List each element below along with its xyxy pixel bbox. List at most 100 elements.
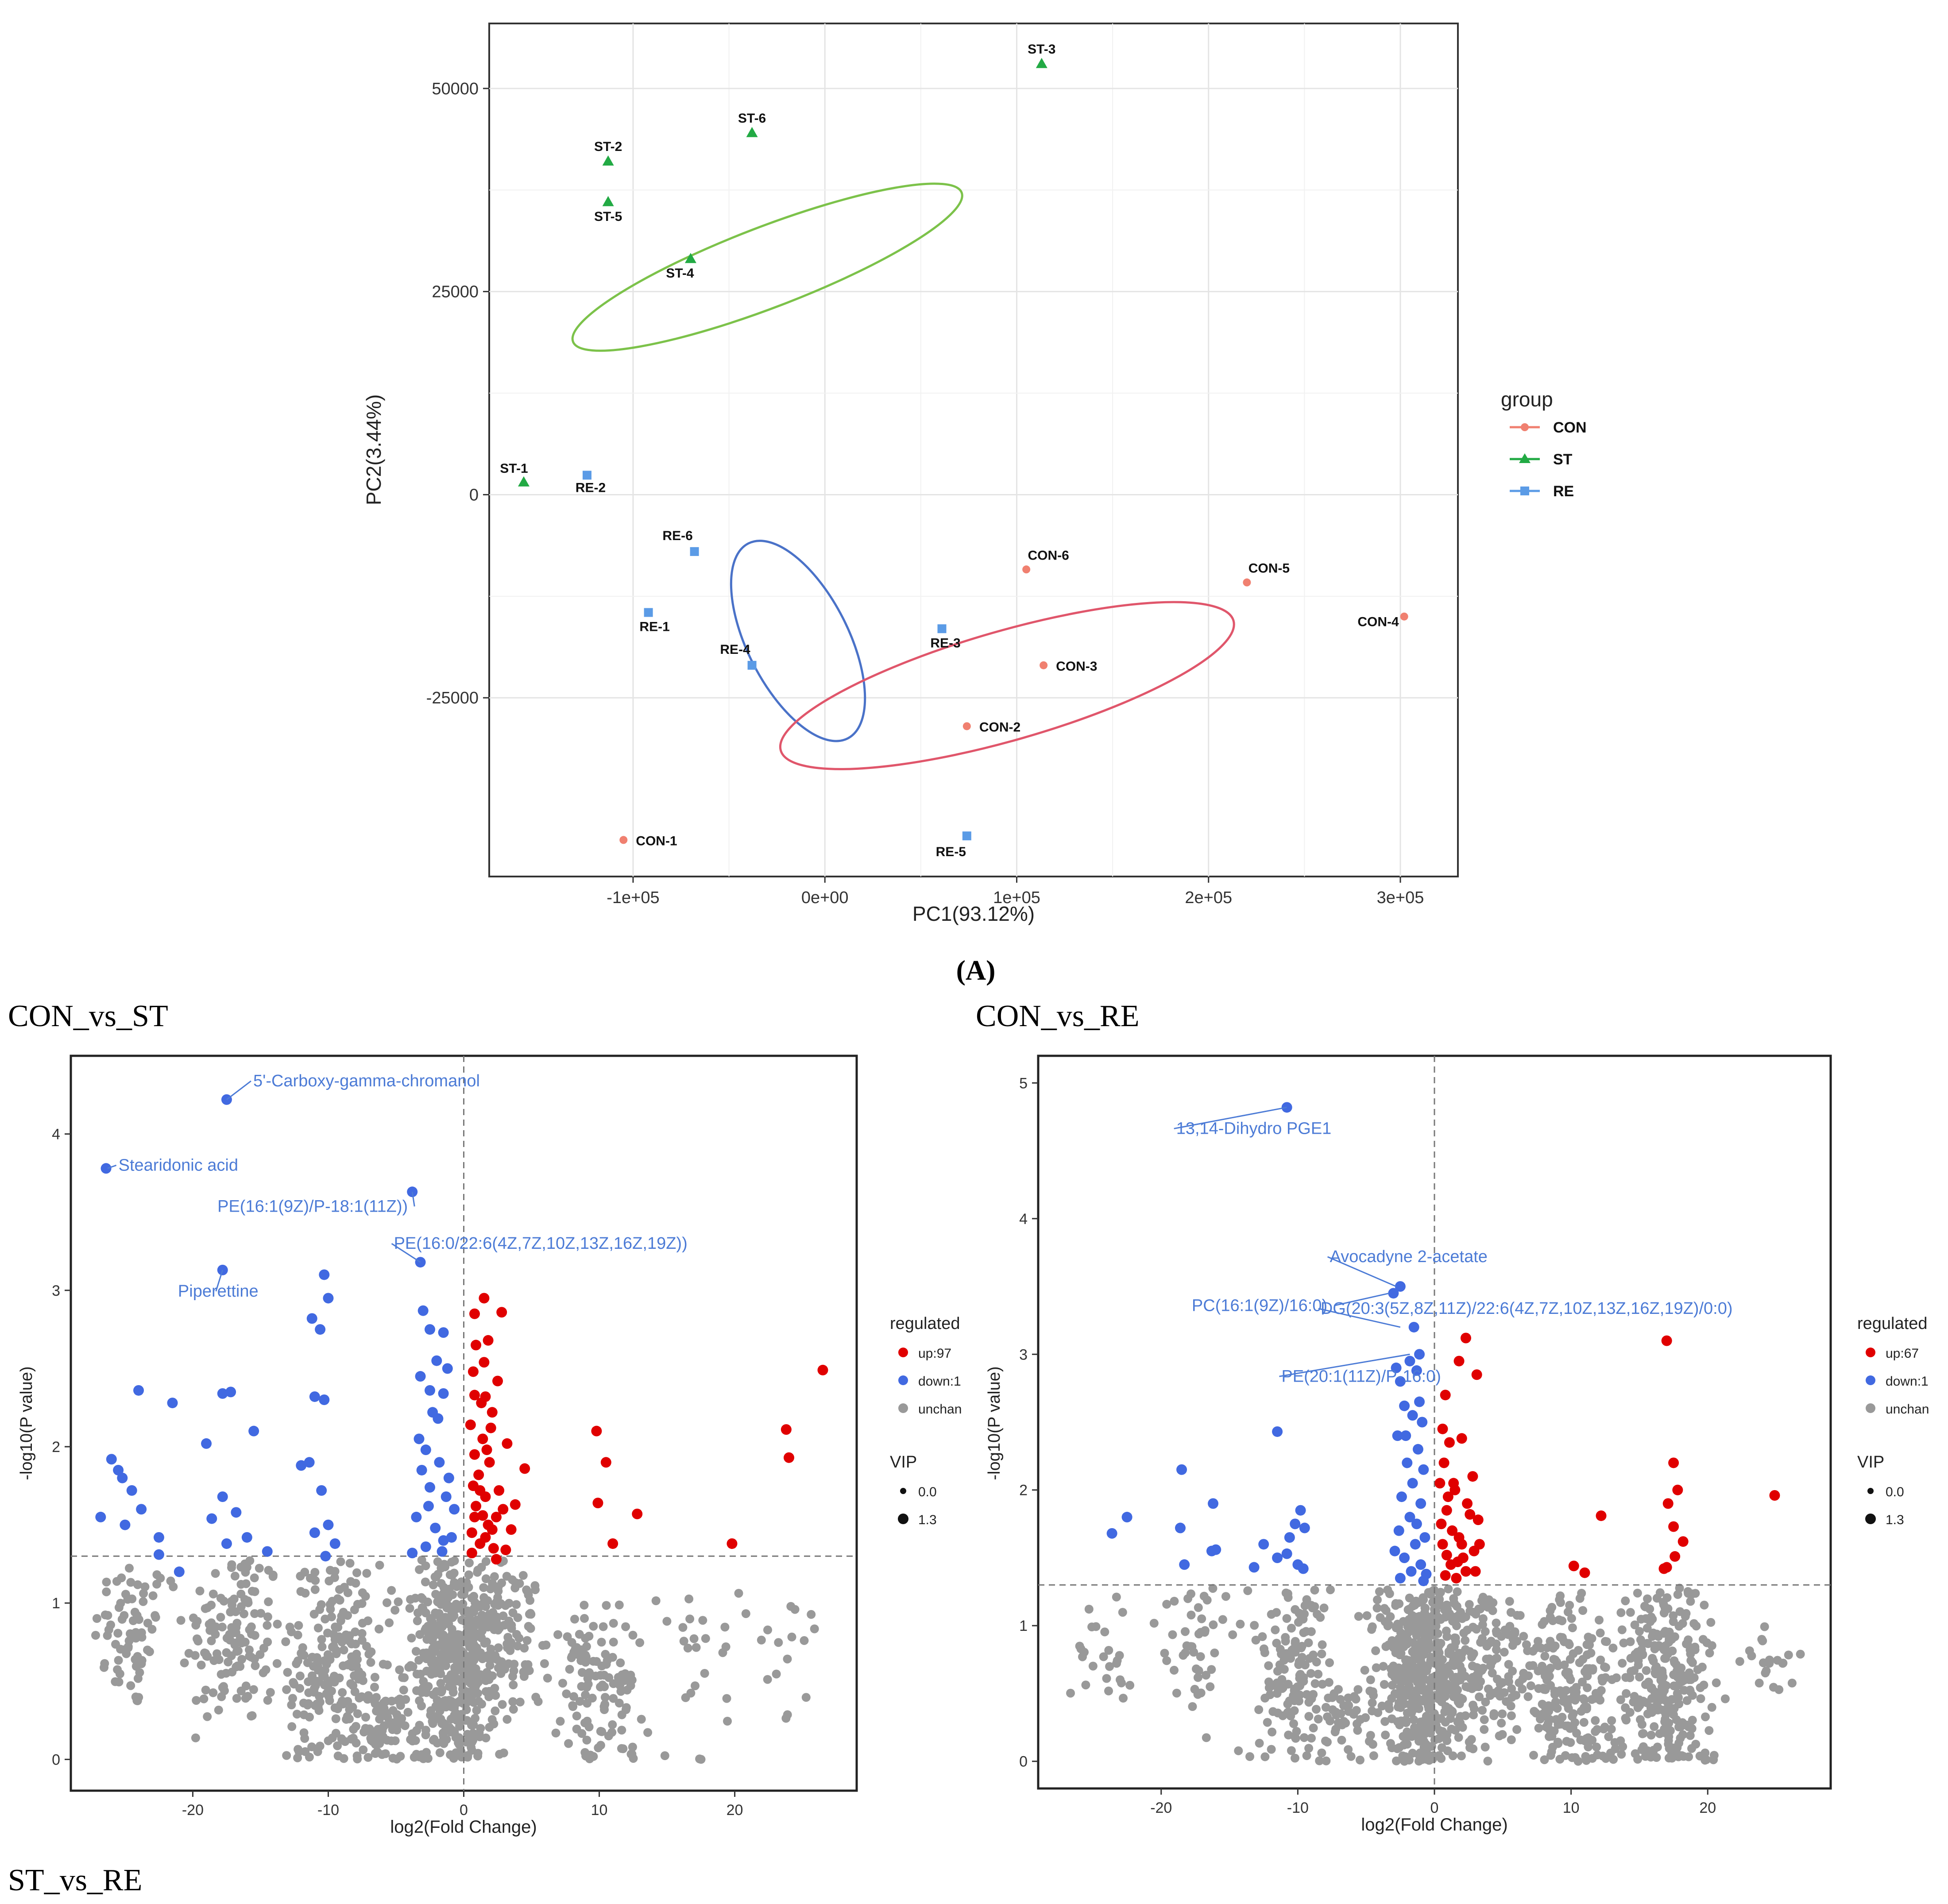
volcano-point-unchanged <box>464 1691 473 1700</box>
volcano-point-unchanged <box>1540 1652 1550 1661</box>
volcano-point-unchanged <box>139 1597 148 1606</box>
volcano-point-down <box>438 1535 449 1546</box>
volcano-point-unchanged <box>1307 1734 1316 1743</box>
volcano-point-unchanged <box>151 1613 160 1622</box>
volcano-point-unchanged <box>1221 1592 1230 1601</box>
volcano-point-up <box>1437 1423 1448 1434</box>
volcano-point-unchanged <box>1558 1691 1568 1700</box>
volcano-point-unchanged <box>304 1699 313 1708</box>
volcano-2-thresholds <box>1038 1056 1831 1788</box>
volcano-point-up <box>506 1524 517 1535</box>
pca-point-label: CON-4 <box>1357 615 1399 630</box>
volcano-point-unchanged <box>218 1622 227 1632</box>
volcano-point-unchanged <box>440 1696 449 1706</box>
volcano-point-unchanged <box>1546 1637 1555 1646</box>
volcano-point-down <box>309 1391 320 1402</box>
volcano-point-up <box>473 1469 484 1480</box>
volcano-point-unchanged <box>1688 1715 1697 1725</box>
volcano-point-unchanged <box>510 1583 520 1593</box>
volcano-point-unchanged <box>400 1721 410 1730</box>
volcano-point-unchanged <box>698 1616 707 1625</box>
volcano-point-unchanged <box>1774 1685 1784 1694</box>
volcano-point-unchanged <box>439 1589 448 1598</box>
volcano-point-unchanged <box>294 1656 302 1665</box>
volcano-point-up <box>781 1424 792 1435</box>
volcano-point-unchanged <box>1344 1745 1353 1754</box>
volcano-point-unchanged <box>1670 1656 1679 1665</box>
volcano-point-down <box>329 1538 340 1549</box>
volcano-point-unchanged <box>333 1741 342 1750</box>
volcano-point-unchanged <box>273 1619 282 1629</box>
volcano-point-unchanged <box>358 1588 367 1597</box>
volcano-point-unchanged <box>1578 1677 1587 1687</box>
volcano-annotation-leader <box>215 1270 224 1292</box>
volcano-point-unchanged <box>457 1753 466 1762</box>
volcano-point-unchanged <box>396 1701 405 1710</box>
volcano-point-unchanged <box>1307 1694 1316 1703</box>
volcano-point-unchanged <box>1578 1655 1588 1664</box>
volcano-point-unchanged <box>1668 1646 1677 1656</box>
volcano-point-unchanged <box>398 1673 407 1682</box>
volcano-point-unchanged <box>296 1572 305 1581</box>
volcano-point-unchanged <box>485 1722 494 1732</box>
volcano-point-unchanged <box>357 1629 367 1638</box>
volcano-point-unchanged <box>577 1645 586 1654</box>
volcano-point-unchanged <box>1481 1697 1490 1707</box>
volcano-point-unchanged <box>1441 1665 1450 1674</box>
volcano-point-unchanged <box>282 1751 291 1760</box>
volcano-point-unchanged <box>1354 1612 1363 1621</box>
volcano-point-unchanged <box>1436 1587 1445 1597</box>
volcano-point-unchanged <box>1392 1756 1401 1765</box>
volcano-point-unchanged <box>1495 1731 1504 1741</box>
pca-legend-marker <box>1519 453 1531 463</box>
volcano-point-unchanged <box>1412 1698 1422 1707</box>
volcano-point-unchanged <box>1439 1672 1449 1682</box>
volcano-point-unchanged <box>442 1598 451 1607</box>
volcano-legend-label: down:1 <box>918 1374 961 1389</box>
volcano-point-up <box>1670 1551 1681 1562</box>
volcano-point-unchanged <box>447 1557 456 1567</box>
volcano-point-unchanged <box>287 1700 296 1710</box>
volcano-point-unchanged <box>1401 1635 1411 1645</box>
volcano-point-unchanged <box>607 1728 617 1737</box>
volcano-point-unchanged <box>385 1618 394 1627</box>
volcano-point-unchanged <box>446 1750 455 1759</box>
volcano-point-unchanged <box>472 1706 481 1715</box>
volcano-point-down <box>1298 1563 1309 1574</box>
volcano-point-unchanged <box>1088 1661 1098 1671</box>
volcano-point-unchanged <box>1160 1649 1169 1658</box>
pca-point-label: RE-6 <box>662 529 692 543</box>
volcano-point-unchanged <box>1309 1723 1318 1733</box>
volcano-point-unchanged <box>1210 1648 1219 1657</box>
pca-x-tick-label: 1e+05 <box>993 888 1040 907</box>
volcano-point-unchanged <box>1193 1673 1202 1682</box>
volcano-y-tick-label: 2 <box>52 1439 60 1456</box>
volcano-point-unchanged <box>660 1751 669 1760</box>
volcano-point-unchanged <box>1492 1618 1501 1628</box>
volcano-point-unchanged <box>1116 1675 1125 1684</box>
volcano-point-up <box>471 1340 482 1351</box>
volcano-point-unchanged <box>307 1742 317 1751</box>
volcano-point-unchanged <box>299 1651 309 1660</box>
volcano-point-unchanged <box>1372 1663 1381 1672</box>
volcano-point-unchanged <box>133 1580 142 1589</box>
volcano-point-unchanged <box>1316 1613 1325 1622</box>
volcano-point-down <box>420 1444 431 1456</box>
volcano-point-up <box>600 1457 611 1468</box>
volcano-point-unchanged <box>484 1675 494 1684</box>
volcano-point-unchanged <box>337 1611 346 1621</box>
volcano-point-unchanged <box>233 1661 242 1671</box>
pca-x-tick-label: 2e+05 <box>1185 888 1232 907</box>
pca-point-label: ST-6 <box>738 111 766 126</box>
volcano-point-unchanged <box>1189 1648 1198 1657</box>
volcano-2-significant-points <box>1106 1102 1780 1587</box>
volcano-point-unchanged <box>1409 1715 1418 1724</box>
volcano-point-unchanged <box>1283 1593 1293 1602</box>
pca-point-st-5 <box>602 196 614 206</box>
volcano-point-unchanged <box>1650 1704 1660 1713</box>
volcano-point-down <box>1404 1356 1415 1367</box>
volcano-point-unchanged <box>305 1712 314 1722</box>
volcano-point-unchanged <box>609 1638 618 1647</box>
volcano-x-tick-label: -10 <box>1287 1800 1309 1816</box>
volcano-point-unchanged <box>1705 1649 1714 1657</box>
